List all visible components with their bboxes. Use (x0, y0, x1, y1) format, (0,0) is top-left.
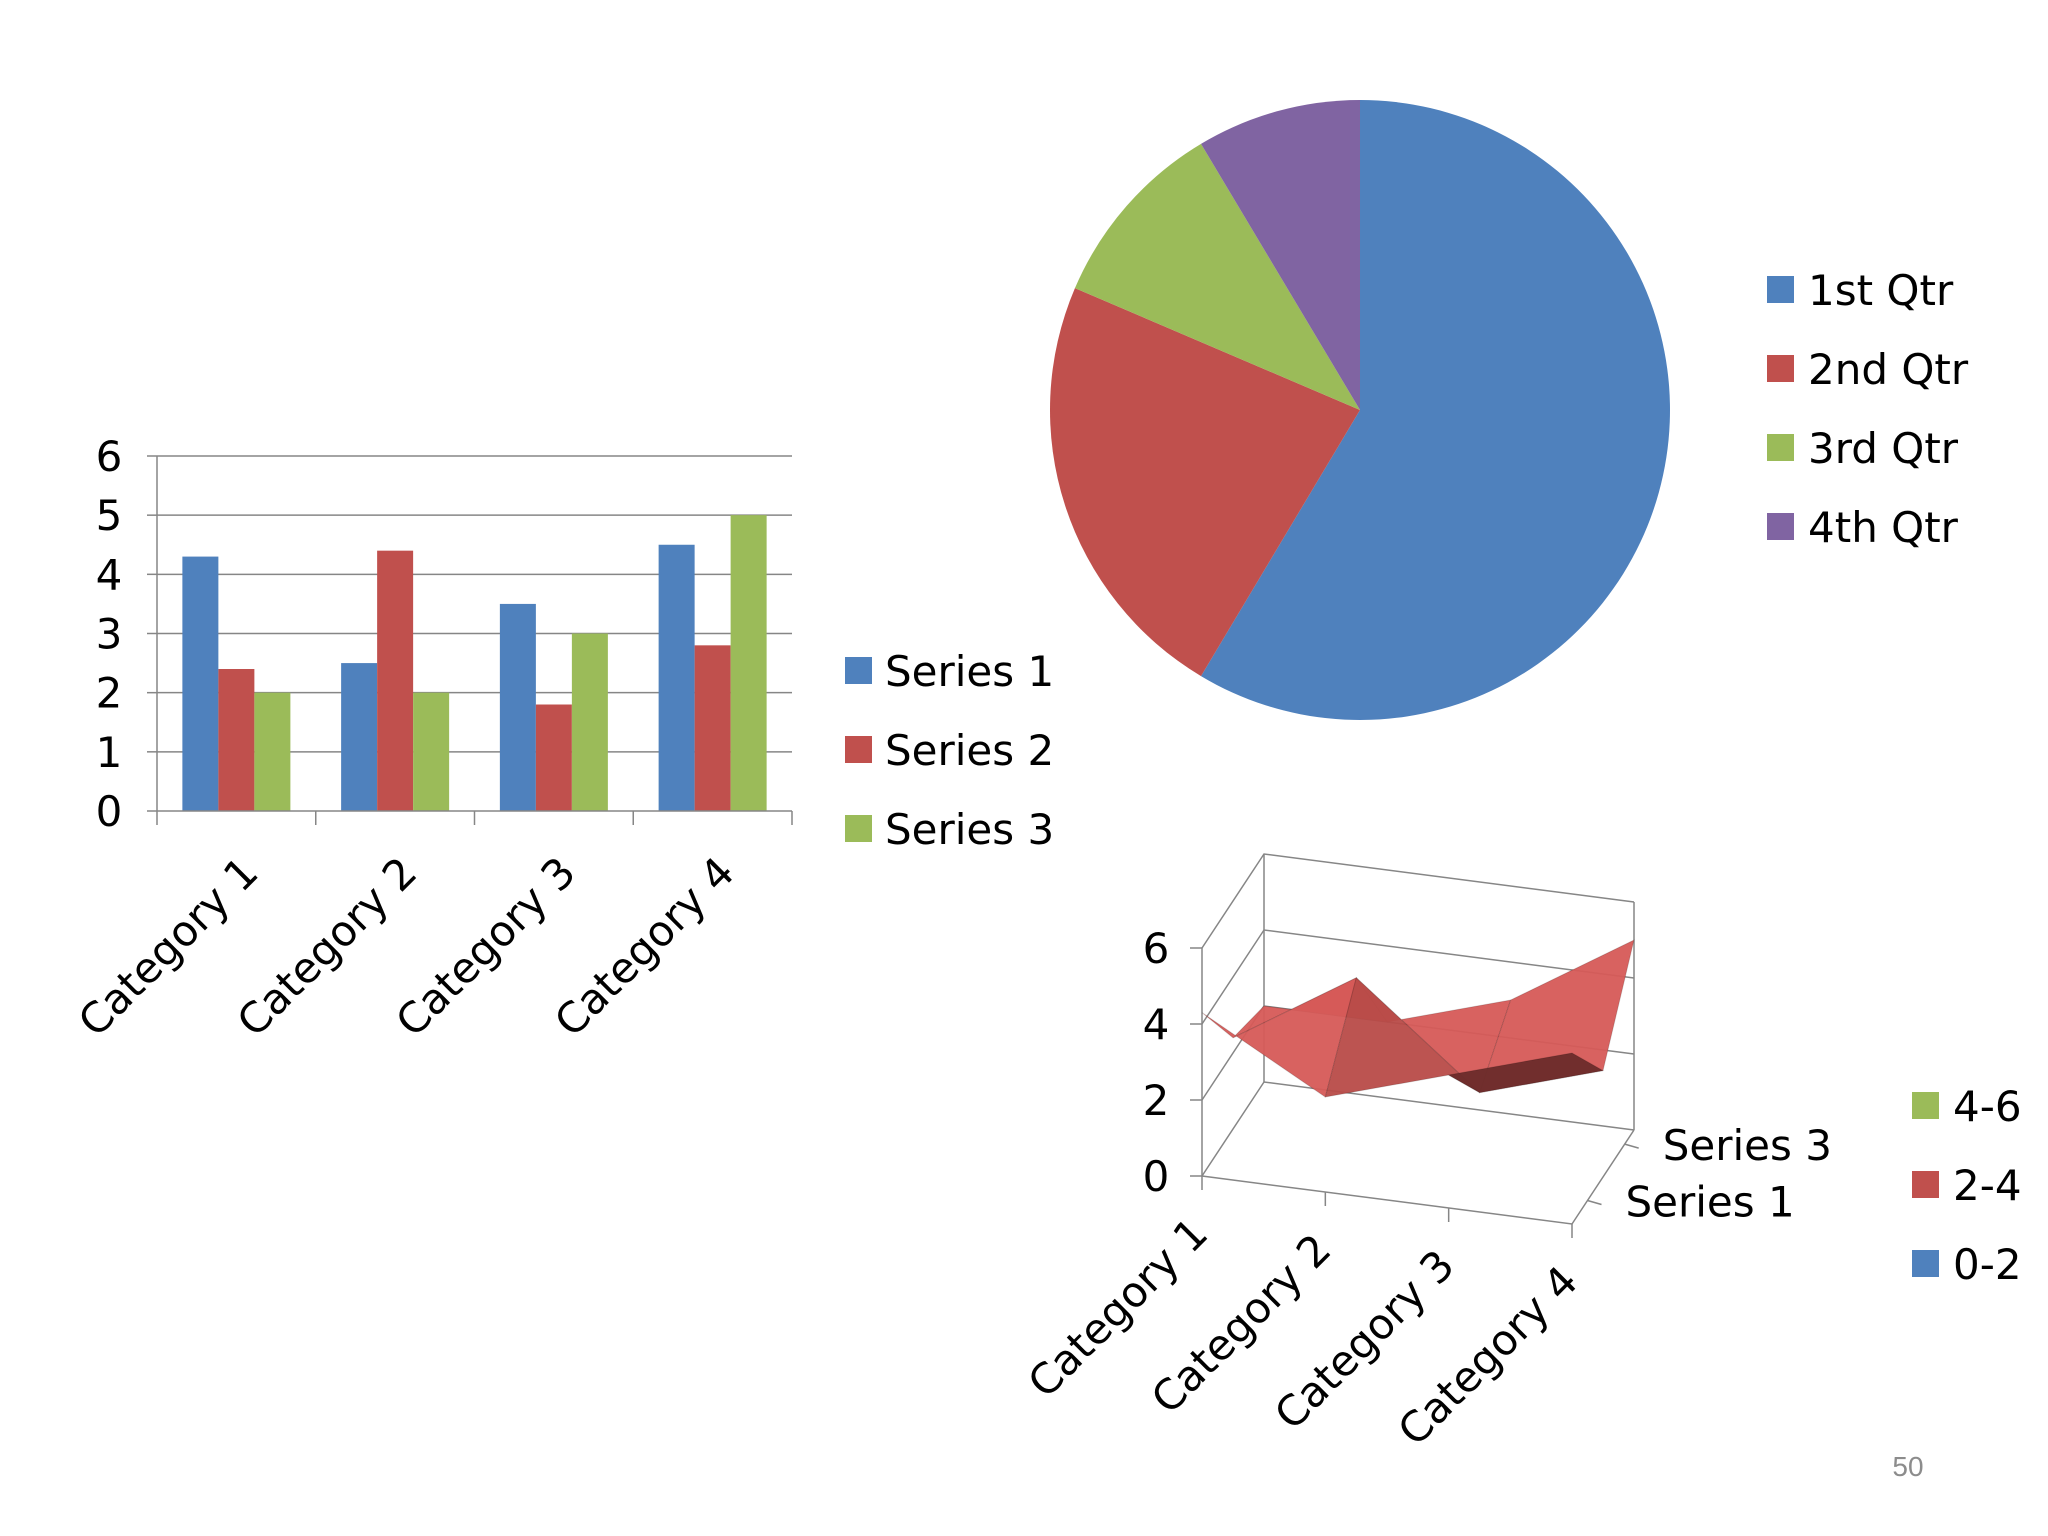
bar-y-tick-label: 1 (96, 728, 123, 777)
bar-legend-label: Series 2 (885, 726, 1054, 775)
surface-z-tick-label: 6 (1143, 924, 1170, 973)
surface-series-labels: Series 1 Series 3 (1626, 1121, 1832, 1226)
surface-z-tick-label: 0 (1143, 1152, 1170, 1201)
surface-z-tick-label: 2 (1143, 1076, 1170, 1125)
surface-z-tick-labels: 0 2 4 6 (1143, 924, 1170, 1201)
bar-series-2-category-3 (535, 704, 572, 811)
pie-legend-swatch (1767, 276, 1794, 303)
bar-y-tick-label: 6 (96, 432, 123, 481)
surface-mesh (1201, 939, 1635, 1098)
surface-z-tick-label: 4 (1143, 1000, 1170, 1049)
bar-legend-swatch (845, 657, 872, 684)
surface-legend-label: 0-2 (1953, 1240, 2022, 1289)
pie-legend-label: 2nd Qtr (1808, 345, 1969, 394)
pie-chart: 1st Qtr 2nd Qtr 3rd Qtr 4th Qtr (1049, 100, 1969, 720)
bar-series-2-category-2 (377, 550, 414, 811)
bar-series-group (182, 515, 767, 811)
surface-legend-swatch (1912, 1250, 1939, 1277)
bar-series-3-category-3 (571, 633, 608, 811)
bar-y-tick-label: 3 (96, 610, 123, 659)
bar-series-3-category-2 (413, 692, 450, 811)
bar-y-tick-labels: 0 1 2 3 4 5 6 (96, 432, 123, 836)
page-number: 50 (1892, 1451, 1923, 1482)
pie-legend-swatch (1767, 513, 1794, 540)
bar-axes (147, 455, 793, 825)
bar-legend-swatch (845, 815, 872, 842)
pie-slice-3rd-qtr (1074, 143, 1360, 411)
surface-legend-swatch (1912, 1092, 1939, 1119)
pie-slice-4th-qtr (1201, 100, 1360, 410)
pie-legend-label: 4th Qtr (1808, 503, 1959, 552)
surface-series-tick (1624, 1143, 1639, 1149)
surface-legend: 4-6 2-4 0-2 (1912, 1082, 2022, 1289)
surface-series-tick (1587, 1199, 1602, 1206)
surface-patch (1447, 1052, 1605, 1094)
surface-series-label: Series 1 (1626, 1178, 1795, 1227)
bar-legend-label: Series 3 (885, 805, 1054, 854)
bar-series-1-category-2 (341, 663, 378, 811)
bar-series-1-category-3 (499, 603, 536, 811)
surface-legend-label: 2-4 (1953, 1161, 2022, 1210)
bar-series-2-category-4 (694, 645, 731, 811)
surface-legend-label: 4-6 (1953, 1082, 2022, 1131)
bar-legend-swatch (845, 736, 872, 763)
bar-series-1-category-4 (658, 544, 695, 811)
pie-legend-swatch (1767, 434, 1794, 461)
surface-floor-edge (1201, 1129, 1635, 1225)
pie-legend-label: 1st Qtr (1808, 266, 1954, 315)
bar-series-2-category-1 (218, 669, 255, 811)
bar-legend: Series 1 Series 2 Series 3 (845, 647, 1054, 854)
surface-series-label: Series 3 (1663, 1121, 1832, 1170)
pie-slice-1st-qtr (1201, 100, 1670, 720)
surface-gridline (1201, 1081, 1635, 1177)
bar-series-1-category-1 (182, 556, 219, 811)
pie-legend: 1st Qtr 2nd Qtr 3rd Qtr 4th Qtr (1767, 266, 1969, 552)
pie-slice-2nd-qtr (1049, 288, 1360, 677)
pie-slices (1049, 100, 1670, 720)
bar-legend-label: Series 1 (885, 647, 1054, 696)
surface-legend-swatch (1912, 1171, 1939, 1198)
bar-y-tick-label: 0 (96, 787, 123, 836)
bar-y-tick-label: 2 (96, 669, 123, 718)
pie-legend-swatch (1767, 355, 1794, 382)
surface-patch (1478, 939, 1635, 1094)
pie-legend-label: 3rd Qtr (1808, 424, 1959, 473)
bar-series-3-category-1 (254, 692, 291, 811)
bar-y-tick-label: 4 (96, 550, 123, 599)
bar-series-3-category-4 (730, 515, 767, 811)
surface-gridline (1201, 853, 1635, 949)
bar-y-tick-label: 5 (96, 491, 123, 540)
